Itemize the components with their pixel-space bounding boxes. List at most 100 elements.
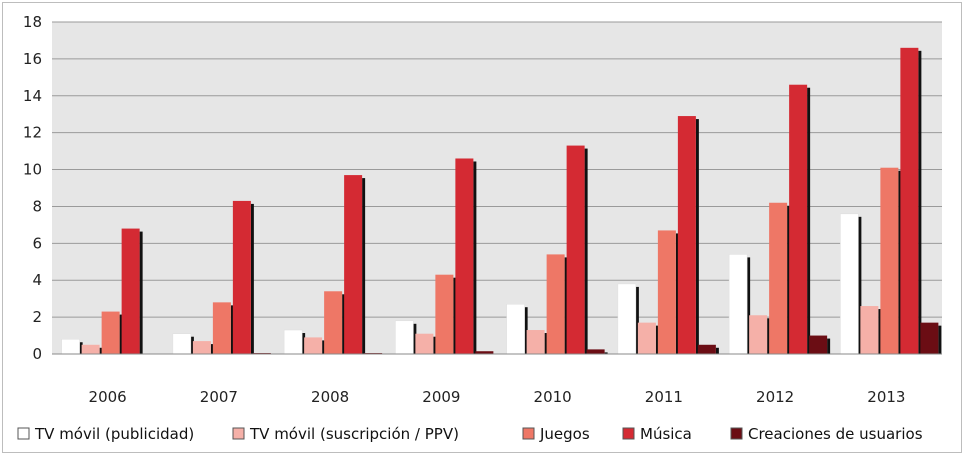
y-tick-label: 18 [23, 13, 42, 31]
legend-swatch [232, 427, 245, 440]
bar [920, 322, 939, 354]
bar-shadow [322, 340, 326, 354]
x-tick-label: 2007 [200, 388, 238, 406]
bar-shadow [453, 277, 457, 354]
y-tick-label: 12 [23, 124, 42, 142]
y-tick-label: 8 [32, 197, 42, 215]
bar-shadow [675, 233, 679, 354]
x-tick-label: 2011 [645, 388, 683, 406]
bar [455, 158, 474, 354]
bar [81, 344, 100, 354]
bar [880, 167, 899, 354]
legend: TV móvil (publicidad) TV móvil (suscripci… [17, 425, 923, 443]
y-tick-label: 0 [32, 345, 42, 363]
bar [566, 145, 585, 354]
bar-shadow [433, 336, 437, 354]
bar [172, 333, 192, 355]
bar-shadow [544, 333, 548, 354]
bar-shadow [119, 314, 123, 354]
bar-shadow [413, 323, 417, 354]
bar [192, 341, 211, 354]
legend-label: TV móvil (suscripción / PPV) [249, 425, 459, 443]
legend-label: Juegos [539, 425, 590, 443]
bar-shadow [715, 347, 719, 354]
bar [212, 302, 231, 354]
x-tick-label: 2012 [756, 388, 794, 406]
bar-shadow [635, 286, 639, 354]
bar [61, 338, 80, 355]
y-tick-label: 16 [23, 50, 42, 68]
bar-shadow [250, 203, 254, 354]
x-axis-ticks: 2006 2007 2008 2009 2010 2011 2012 2013 [89, 388, 906, 406]
bar [617, 283, 637, 355]
bar-shadow [99, 347, 103, 354]
bar [435, 274, 454, 354]
legend-swatch [730, 427, 743, 440]
x-tick-label: 2008 [311, 388, 349, 406]
bar [232, 200, 251, 354]
bar-shadow [787, 205, 791, 354]
y-tick-label: 2 [32, 308, 42, 326]
bar-shadow [190, 336, 194, 354]
bar [677, 116, 696, 354]
bar [809, 335, 828, 354]
bar-shadow [79, 342, 83, 354]
bar-shadow [898, 170, 902, 354]
bar-shadow [938, 325, 942, 354]
bars [61, 47, 942, 355]
legend-swatch [522, 427, 535, 440]
bar [749, 315, 768, 354]
legend-swatch [622, 427, 635, 440]
bar-shadow [747, 257, 751, 354]
bar-shadow [210, 344, 214, 354]
bar-shadow [584, 148, 588, 354]
bar-shadow [878, 309, 882, 354]
bar-shadow [302, 333, 306, 354]
y-axis-ticks: 0 2 4 6 8 10 12 14 16 18 [23, 13, 42, 363]
bar [283, 329, 303, 355]
bar-shadow [564, 257, 568, 354]
bar [526, 330, 545, 354]
legend-swatch [17, 427, 30, 440]
bar [324, 291, 343, 354]
bar [637, 322, 656, 354]
bar [586, 349, 605, 354]
x-tick-label: 2013 [867, 388, 905, 406]
bar [344, 175, 363, 354]
bar [506, 303, 525, 355]
bar [728, 254, 748, 355]
bar-shadow [695, 119, 699, 354]
bar [415, 333, 434, 354]
bar-shadow [807, 87, 811, 354]
legend-label: Creaciones de usuarios [748, 425, 923, 443]
y-tick-label: 4 [32, 271, 42, 289]
bar [304, 337, 323, 354]
bar [101, 311, 120, 354]
legend-label: TV móvil (publicidad) [34, 425, 194, 443]
bar-shadow [767, 318, 771, 354]
y-tick-label: 6 [32, 234, 42, 252]
y-tick-label: 14 [23, 87, 42, 105]
bar [860, 306, 879, 354]
y-tick-label: 10 [23, 161, 42, 179]
bar [789, 84, 808, 354]
bar-shadow [827, 338, 831, 354]
bar [900, 47, 919, 354]
bar-shadow [604, 352, 608, 354]
bar [546, 254, 565, 354]
bar-shadow [858, 216, 862, 354]
bar-shadow [918, 50, 922, 354]
bar [121, 228, 140, 354]
x-tick-label: 2009 [422, 388, 460, 406]
bar [395, 320, 414, 355]
bar-shadow [342, 294, 346, 354]
bar-shadow [473, 161, 477, 354]
bar-shadow [139, 231, 143, 354]
bar-shadow [524, 307, 528, 354]
bar [697, 344, 716, 354]
bar [769, 202, 788, 354]
x-tick-label: 2010 [534, 388, 572, 406]
bar-shadow [362, 178, 366, 354]
bar [657, 230, 676, 354]
